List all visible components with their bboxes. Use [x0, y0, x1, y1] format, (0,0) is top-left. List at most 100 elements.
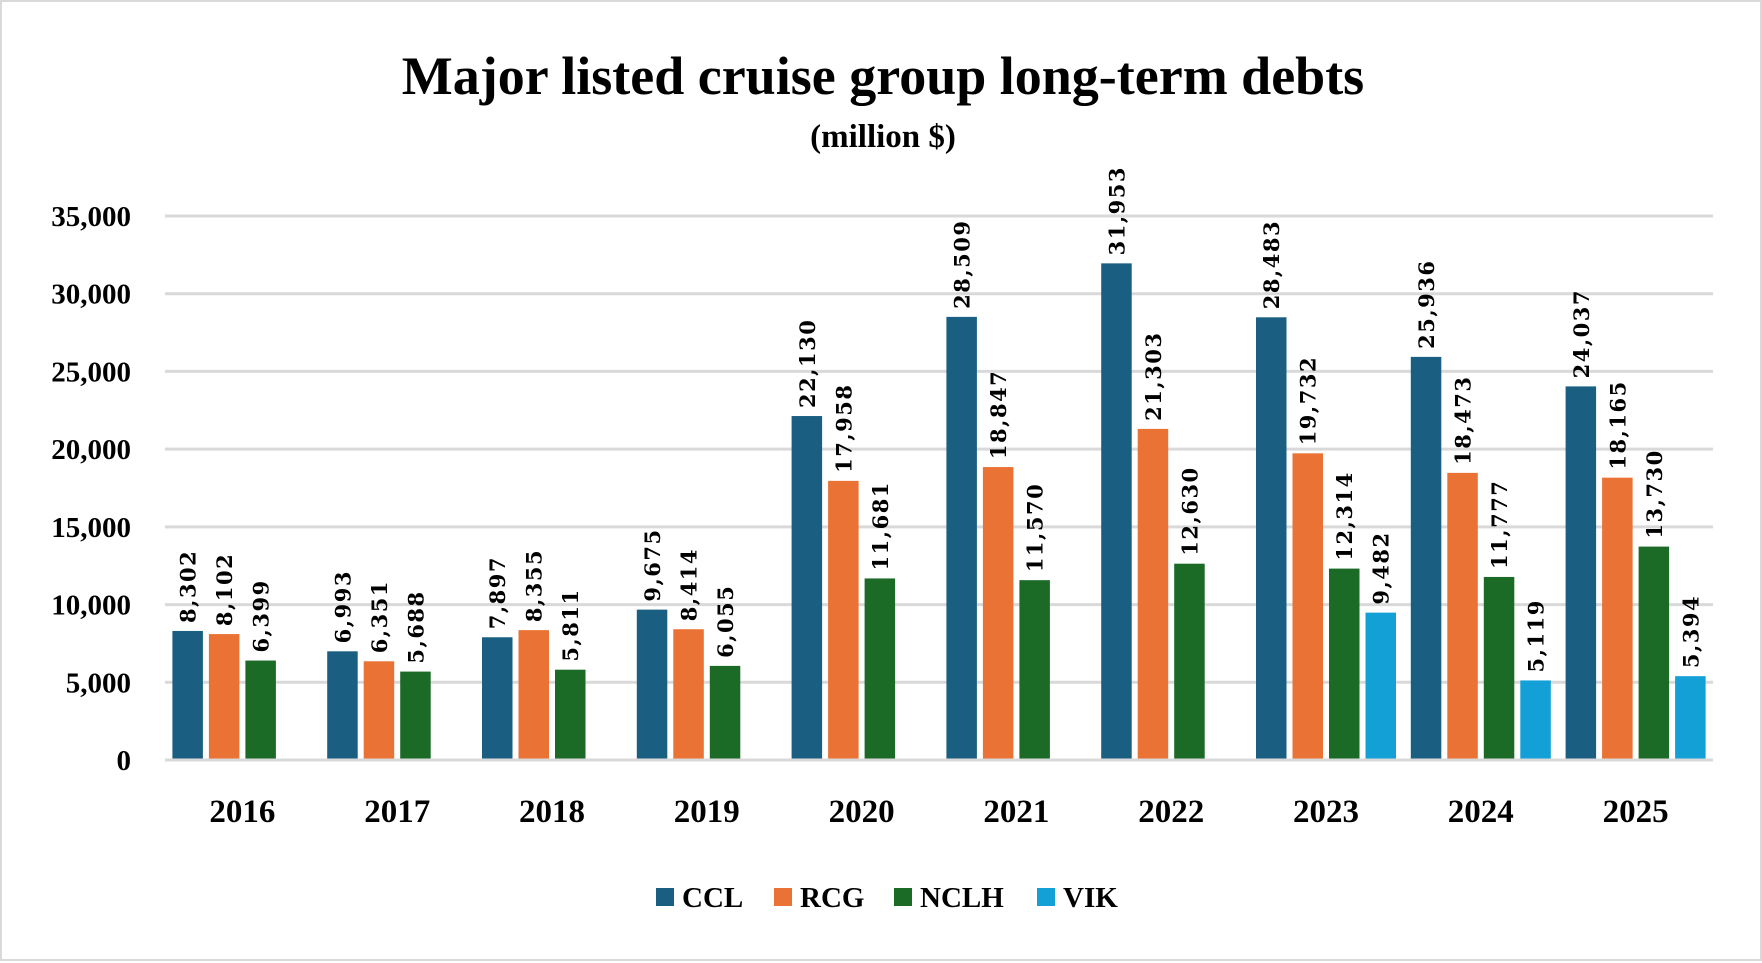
bar-nclh-2019 [709, 665, 741, 760]
data-label: 5,119 [1524, 599, 1549, 672]
data-label: 31,953 [1104, 166, 1129, 255]
y-tick-label: 30,000 [51, 279, 131, 311]
data-label: 13,730 [1642, 449, 1667, 538]
legend-item-rcg: RCG [774, 882, 864, 914]
x-tick-label: 2019 [674, 794, 740, 830]
x-tick-label: 2025 [1603, 794, 1669, 830]
bar-nclh-2022 [1174, 563, 1205, 760]
bars [172, 263, 1706, 760]
data-label: 19,732 [1296, 356, 1321, 445]
data-label: 8,355 [522, 549, 547, 622]
x-tick-label: 2018 [519, 794, 585, 830]
data-label: 22,130 [795, 319, 820, 408]
bar-rcg-2022 [1137, 428, 1169, 760]
bar-ccl-2020 [791, 416, 823, 760]
data-label: 18,473 [1451, 376, 1476, 465]
bar-ccl-2025 [1565, 386, 1597, 760]
bar-rcg-2021 [982, 467, 1014, 760]
legend-label: NCLH [920, 882, 1004, 914]
x-tick-label: 2017 [364, 794, 430, 830]
bar-nclh-2023 [1329, 568, 1360, 760]
data-label: 11,681 [868, 481, 893, 570]
y-tick-label: 35,000 [51, 201, 131, 233]
bar-ccl-2022 [1101, 263, 1132, 760]
bar-ccl-2023 [1256, 317, 1287, 760]
bar-vik-2024 [1520, 680, 1551, 760]
x-tick-label: 2020 [829, 794, 895, 830]
data-label: 8,102 [212, 553, 237, 626]
bar-rcg-2023 [1292, 453, 1323, 760]
bar-rcg-2018 [518, 630, 549, 760]
data-label: 5,811 [558, 588, 583, 661]
data-label: 8,302 [176, 550, 201, 623]
bar-ccl-2019 [636, 609, 668, 760]
x-tick-label: 2021 [983, 794, 1049, 830]
y-tick-label: 5,000 [66, 667, 131, 699]
legend-label: VIK [1063, 882, 1118, 914]
bar-rcg-2017 [363, 661, 395, 760]
bar-vik-2025 [1675, 676, 1706, 760]
legend-item-ccl: CCL [656, 882, 743, 914]
bar-rcg-2020 [828, 480, 859, 760]
legend-item-nclh: NCLH [894, 882, 1004, 914]
data-label: 28,483 [1259, 220, 1284, 309]
data-label: 6,993 [330, 570, 355, 643]
legend-label: CCL [682, 882, 743, 914]
x-tick-label: 2024 [1448, 794, 1514, 830]
data-label: 9,482 [1369, 531, 1394, 604]
data-label: 5,688 [403, 590, 428, 663]
data-label: 6,399 [249, 579, 274, 652]
y-tick-label: 10,000 [51, 590, 131, 622]
data-label: 5,394 [1678, 595, 1703, 668]
bar-rcg-2024 [1447, 472, 1478, 760]
chart-title: Major listed cruise group long-term debt… [402, 46, 1364, 106]
data-label: 6,351 [367, 580, 392, 653]
bar-rcg-2019 [673, 629, 704, 760]
data-label: 18,165 [1605, 380, 1630, 469]
x-tick-label: 2023 [1293, 794, 1359, 830]
data-label: 25,936 [1414, 260, 1439, 349]
bar-ccl-2024 [1410, 356, 1442, 760]
y-tick-label: 0 [117, 745, 132, 777]
data-label: 6,055 [713, 585, 738, 658]
data-label: 12,314 [1332, 471, 1357, 560]
data-label: 11,777 [1487, 480, 1512, 569]
y-tick-label: 20,000 [51, 434, 131, 466]
data-label: 11,570 [1023, 483, 1048, 572]
y-axis: 0 5,000 10,000 15,000 20,000 25,000 30,000 35,0… [51, 201, 131, 777]
bar-nclh-2024 [1483, 576, 1515, 760]
legend: CCL RCG NCLH VIK [656, 882, 1118, 914]
data-label: 7,897 [485, 556, 510, 629]
data-labels: 8,302 8,102 6,399 6,993 6,351 5,688 7,897 8,355… [176, 166, 1704, 672]
bar-nclh-2021 [1019, 580, 1050, 760]
chart-subtitle: (million $) [810, 119, 956, 155]
data-label: 8,414 [677, 548, 702, 621]
legend-swatch [1037, 888, 1055, 906]
bar-rcg-2025 [1602, 477, 1633, 760]
data-label: 17,958 [831, 384, 856, 473]
data-label: 24,037 [1569, 289, 1594, 378]
x-axis: 2016 2017 2018 2019 2020 2021 2022 2023 2024 2025 [165, 758, 1713, 830]
x-tick-label: 2022 [1138, 794, 1204, 830]
gridlines [165, 214, 1713, 762]
data-label: 18,847 [986, 370, 1011, 459]
y-tick-label: 15,000 [51, 512, 131, 544]
bar-nclh-2020 [864, 578, 896, 760]
data-label: 9,675 [640, 528, 665, 601]
legend-swatch [656, 888, 674, 906]
bar-rcg-2016 [208, 634, 240, 760]
y-tick-label: 25,000 [51, 356, 131, 388]
legend-item-vik: VIK [1037, 882, 1118, 914]
bar-nclh-2016 [245, 660, 276, 760]
bar-nclh-2025 [1638, 546, 1670, 760]
bar-ccl-2018 [482, 637, 513, 760]
bar-ccl-2021 [946, 316, 977, 760]
bar-nclh-2017 [400, 671, 431, 760]
data-label: 21,303 [1141, 332, 1166, 421]
x-tick-label: 2016 [209, 794, 275, 830]
legend-swatch [894, 888, 912, 906]
data-label: 12,630 [1177, 466, 1202, 555]
data-label: 28,509 [950, 220, 975, 309]
